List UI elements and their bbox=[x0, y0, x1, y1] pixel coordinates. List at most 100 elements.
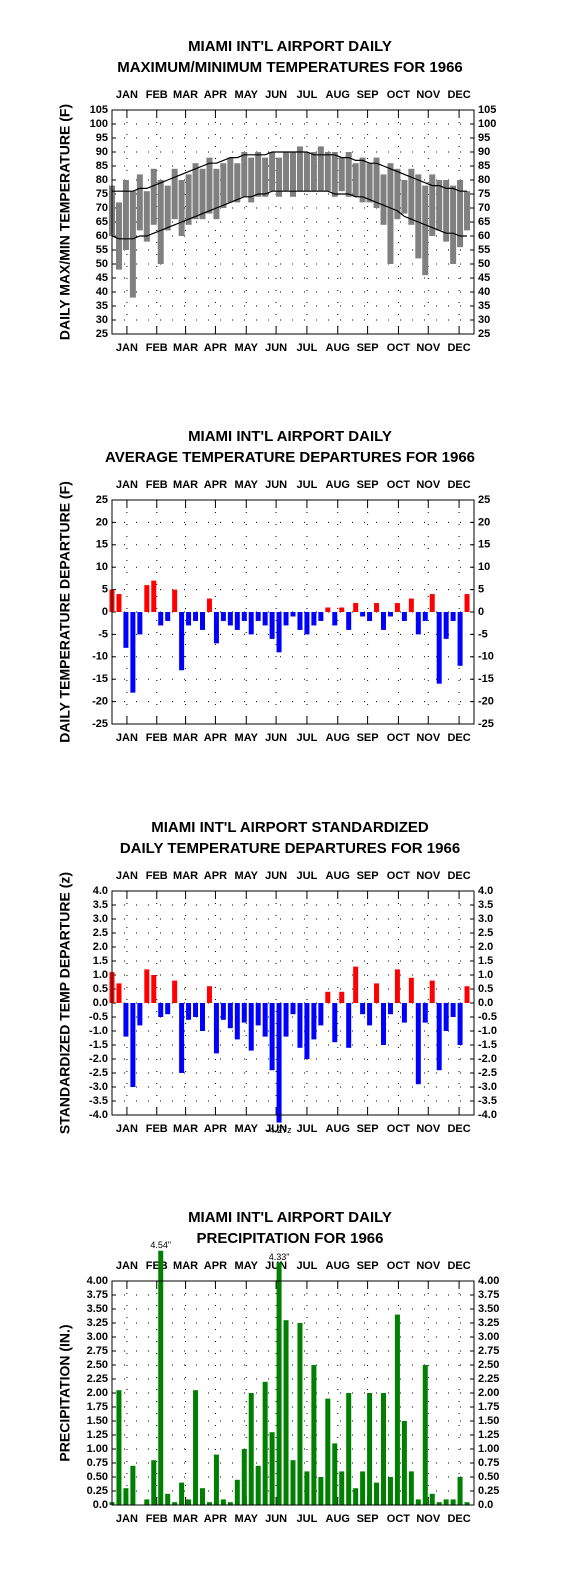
x-tick-label: AUG bbox=[326, 870, 350, 882]
y-tick-label: 1.50 bbox=[478, 1415, 499, 1427]
bar bbox=[290, 612, 296, 617]
bar bbox=[443, 1003, 449, 1031]
bar bbox=[269, 1003, 275, 1071]
y-tick-label: 105 bbox=[478, 104, 496, 116]
x-tick-label: FEB bbox=[146, 1260, 168, 1272]
y-tick-label: 1.0 bbox=[478, 969, 493, 981]
y-tick-label: 15 bbox=[96, 539, 108, 551]
x-tick-label: JAN bbox=[116, 1513, 138, 1525]
y-tick-label: 1.5 bbox=[93, 955, 108, 967]
bar bbox=[144, 1499, 150, 1505]
y-tick-label: 55 bbox=[96, 244, 108, 256]
bar bbox=[401, 612, 407, 621]
x-tick-label: MAR bbox=[173, 1123, 198, 1135]
x-tick-label: AUG bbox=[326, 1513, 350, 1525]
bar bbox=[311, 1365, 317, 1505]
bar bbox=[234, 1003, 240, 1040]
bar bbox=[123, 1488, 129, 1505]
temp-range bbox=[296, 146, 303, 192]
temp-range bbox=[192, 163, 199, 220]
y-tick-label: 2.50 bbox=[478, 1359, 499, 1371]
bar bbox=[464, 986, 470, 1003]
chart-title: MAXIMUM/MINIMUM TEMPERATURES FOR 1966 bbox=[117, 59, 463, 76]
y-tick-label: -15 bbox=[92, 673, 108, 685]
y-tick-label: 70 bbox=[478, 202, 490, 214]
x-tick-label: OCT bbox=[387, 1260, 411, 1272]
bar bbox=[318, 612, 324, 621]
y-axis-label: DAILY TEMPERATURE DEPARTURE (F) bbox=[57, 481, 73, 743]
bar bbox=[186, 612, 192, 626]
bar bbox=[144, 969, 150, 1003]
temp-range bbox=[262, 157, 269, 197]
temp-range bbox=[303, 152, 310, 192]
temp-range bbox=[359, 157, 366, 203]
y-tick-label: 45 bbox=[478, 272, 490, 284]
y-tick-label: 35 bbox=[96, 300, 108, 312]
x-tick-label: SEP bbox=[357, 1260, 379, 1272]
y-tick-label: 20 bbox=[96, 516, 108, 528]
bar bbox=[213, 1003, 219, 1054]
x-tick-label: FEB bbox=[146, 89, 168, 101]
bar bbox=[262, 1381, 268, 1505]
y-tick-label: 10 bbox=[96, 561, 108, 573]
temp-range bbox=[394, 168, 401, 220]
bar bbox=[206, 1502, 212, 1505]
temp-range bbox=[227, 157, 234, 203]
bar bbox=[179, 1482, 185, 1505]
bar bbox=[408, 977, 414, 1003]
x-tick-label: FEB bbox=[146, 1123, 168, 1135]
bar bbox=[353, 603, 359, 612]
y-tick-label: 2.75 bbox=[478, 1345, 499, 1357]
x-tick-label: OCT bbox=[387, 1513, 411, 1525]
x-tick-label: DEC bbox=[447, 1260, 470, 1272]
x-tick-label: NOV bbox=[416, 732, 441, 744]
y-tick-label: 1.75 bbox=[87, 1401, 108, 1413]
y-tick-label: 75 bbox=[96, 188, 108, 200]
bar bbox=[304, 612, 310, 635]
value-label: -4.27z bbox=[267, 1125, 293, 1135]
x-tick-label: APR bbox=[204, 1260, 227, 1272]
x-tick-label: MAY bbox=[235, 89, 259, 101]
bar bbox=[193, 612, 199, 621]
temp-range bbox=[408, 168, 415, 225]
temp-range bbox=[185, 174, 192, 225]
bar bbox=[269, 612, 275, 639]
bar bbox=[318, 1477, 324, 1505]
bar bbox=[381, 1393, 386, 1505]
bar bbox=[220, 1499, 226, 1505]
temp-range bbox=[129, 191, 136, 298]
bar bbox=[276, 1003, 282, 1123]
y-tick-label: 25 bbox=[478, 328, 490, 340]
normal-line bbox=[112, 151, 468, 192]
x-tick-label: JAN bbox=[116, 342, 138, 354]
x-tick-label: MAR bbox=[173, 342, 198, 354]
bar bbox=[165, 1493, 171, 1505]
y-tick-label: 1.50 bbox=[87, 1415, 108, 1427]
x-tick-label: APR bbox=[204, 1123, 227, 1135]
bar bbox=[158, 612, 164, 626]
x-tick-label: OCT bbox=[387, 732, 411, 744]
bar bbox=[304, 1003, 310, 1059]
x-tick-label: MAR bbox=[173, 89, 198, 101]
temp-range bbox=[150, 168, 157, 225]
y-tick-label: 2.00 bbox=[87, 1387, 108, 1399]
y-tick-label: 70 bbox=[96, 202, 108, 214]
y-tick-label: -0.5 bbox=[478, 1011, 497, 1023]
chart-title: MIAMI INT'L AIRPORT DAILY bbox=[188, 428, 392, 445]
bar bbox=[276, 1262, 282, 1505]
x-tick-label: FEB bbox=[146, 342, 168, 354]
chart-title: AVERAGE TEMPERATURE DEPARTURES FOR 1966 bbox=[105, 449, 475, 466]
y-tick-label: 35 bbox=[478, 300, 490, 312]
temp-range bbox=[324, 152, 331, 192]
bar bbox=[234, 612, 240, 630]
bar bbox=[123, 1003, 129, 1037]
temp-range bbox=[387, 163, 394, 264]
bar bbox=[443, 612, 449, 639]
bar bbox=[116, 983, 122, 1003]
bar bbox=[255, 612, 261, 621]
y-tick-label: 0.0 bbox=[93, 1499, 108, 1511]
y-tick-label: 3.50 bbox=[478, 1303, 499, 1315]
x-tick-label: MAY bbox=[235, 1513, 259, 1525]
x-tick-label: MAR bbox=[173, 732, 198, 744]
bar bbox=[436, 612, 442, 684]
